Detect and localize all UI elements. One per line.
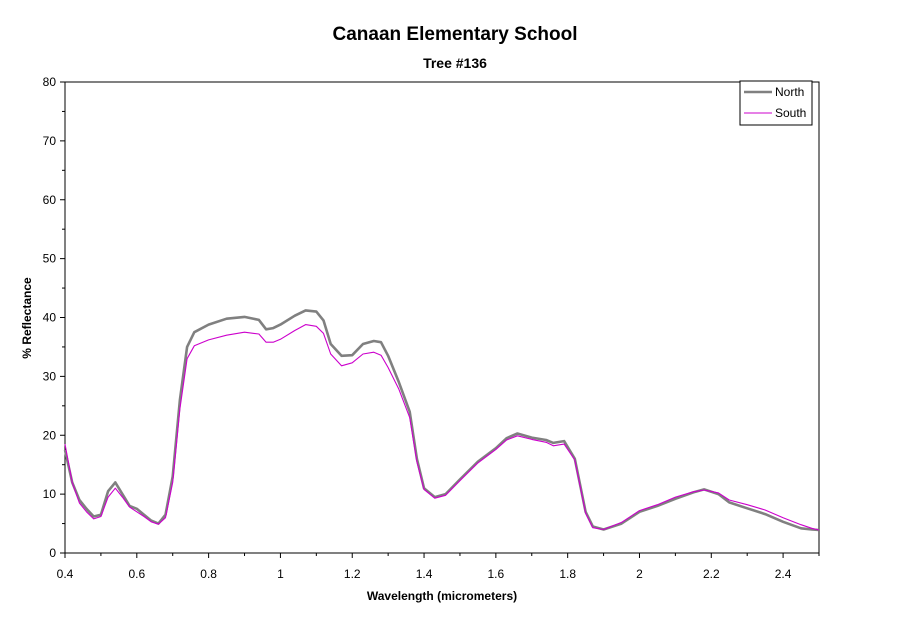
x-tick-label: 2.4 — [775, 567, 792, 581]
legend: North South — [739, 80, 813, 126]
y-tick-label: 40 — [43, 311, 57, 325]
y-axis-label: % Reflectance — [20, 277, 34, 359]
x-tick-label: 2 — [636, 567, 643, 581]
legend-box — [739, 80, 813, 126]
y-tick-label: 0 — [49, 546, 56, 560]
x-tick-label: 0.4 — [57, 567, 74, 581]
chart-title: Canaan Elementary School — [333, 24, 578, 45]
y-tick-label: 30 — [43, 369, 57, 383]
chart-subtitle: Tree #136 — [423, 55, 487, 71]
x-tick-label: 1.8 — [559, 567, 576, 581]
x-tick-label: 1.2 — [344, 567, 361, 581]
y-tick-label: 50 — [43, 252, 57, 266]
y-axis: 0 10 20 30 40 50 60 70 80 — [43, 75, 65, 560]
series-line-north — [63, 309, 820, 532]
y-tick-label: 10 — [43, 487, 57, 501]
legend-label-south: South — [775, 106, 806, 120]
x-tick-label: 2.2 — [703, 567, 720, 581]
y-tick-label: 20 — [43, 428, 57, 442]
series-line-south — [64, 324, 820, 531]
plot-area — [64, 81, 820, 554]
y-tick-label: 60 — [43, 193, 57, 207]
series-layer — [63, 309, 820, 532]
x-axis-label: Wavelength (micrometers) — [367, 589, 517, 603]
y-tick-label: 80 — [43, 75, 57, 89]
x-tick-label: 0.8 — [200, 567, 217, 581]
x-tick-label: 1.4 — [416, 567, 433, 581]
x-tick-label: 0.6 — [128, 567, 145, 581]
y-tick-label: 70 — [43, 134, 57, 148]
x-tick-label: 1.6 — [488, 567, 505, 581]
x-axis: 0.4 0.6 0.8 1 1.2 1.4 1.6 1.8 2 2.2 2.4 — [57, 553, 820, 581]
legend-label-north: North — [775, 85, 804, 99]
x-tick-label: 1 — [277, 567, 284, 581]
